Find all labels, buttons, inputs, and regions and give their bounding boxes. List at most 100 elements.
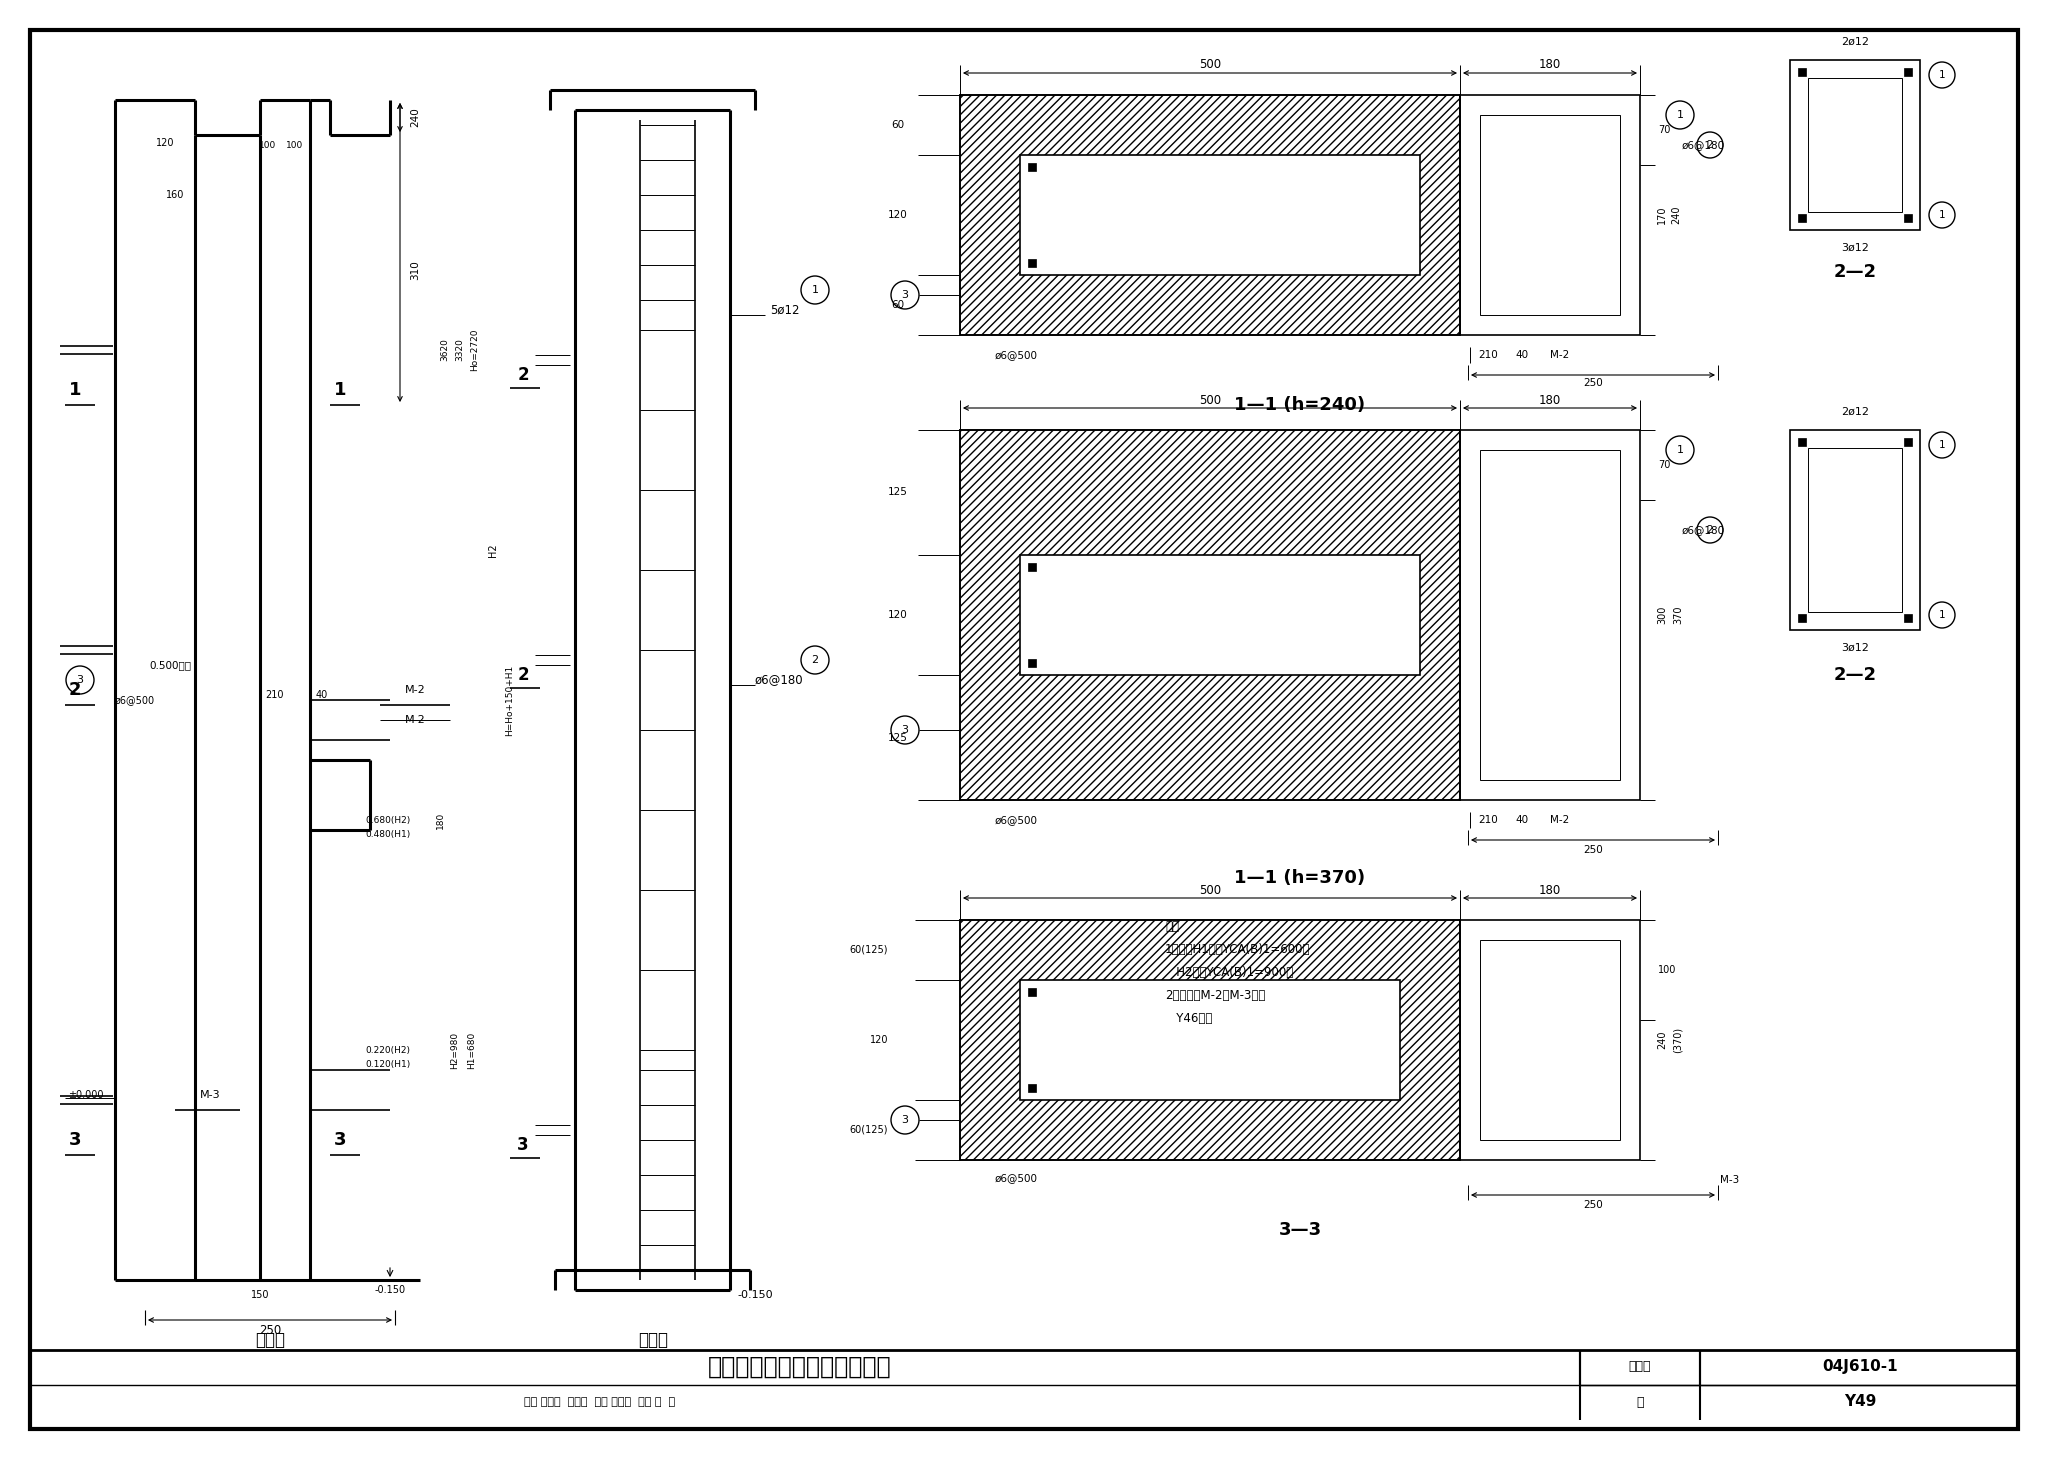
Text: 370: 370 <box>1673 605 1683 624</box>
Text: ø6@500: ø6@500 <box>995 1173 1038 1183</box>
Text: 250: 250 <box>1583 1199 1604 1210</box>
Bar <box>1798 438 1806 446</box>
Text: 180: 180 <box>436 811 444 829</box>
Bar <box>1460 95 1640 336</box>
Text: 60: 60 <box>891 120 905 130</box>
Text: 注：
1、图中H1用于YCA(B)1=600；
   H2用于YCA(B)1=900。
2、预埋件M-2、M-3详见
   Y46页。: 注： 1、图中H1用于YCA(B)1=600； H2用于YCA(B)1=900。… <box>1165 921 1311 1026</box>
Text: 3: 3 <box>901 1115 909 1125</box>
Bar <box>1028 988 1036 996</box>
Text: 500: 500 <box>1198 58 1221 71</box>
Text: 240: 240 <box>1657 1030 1667 1049</box>
Text: 门槛详图（高式变压器室门）: 门槛详图（高式变压器室门） <box>709 1355 891 1379</box>
Text: -0.150: -0.150 <box>737 1290 772 1300</box>
Text: 120: 120 <box>870 1034 889 1045</box>
Bar <box>1798 614 1806 622</box>
Text: 审核 王祖光  工沁光  校对 庞孝慈  设计 洪  森: 审核 王祖光 工沁光 校对 庞孝慈 设计 洪 森 <box>524 1398 676 1406</box>
Text: 180: 180 <box>1538 884 1561 896</box>
Text: 3620: 3620 <box>440 338 449 362</box>
Text: -0.150: -0.150 <box>375 1285 406 1296</box>
Text: ø6@180: ø6@180 <box>756 674 803 687</box>
Bar <box>1905 438 1913 446</box>
Bar <box>1798 214 1806 222</box>
Bar <box>1020 980 1401 1100</box>
Bar <box>1481 449 1620 781</box>
Text: Y49: Y49 <box>1843 1395 1876 1409</box>
Text: 1: 1 <box>811 285 819 295</box>
Text: 1: 1 <box>1677 445 1683 455</box>
Text: 250: 250 <box>1583 378 1604 388</box>
Bar <box>1460 430 1640 800</box>
Bar <box>1808 77 1903 212</box>
Text: 60(125): 60(125) <box>850 1125 889 1135</box>
Text: 3320: 3320 <box>455 338 465 362</box>
Text: 1—1 (h=240): 1—1 (h=240) <box>1235 395 1366 414</box>
Text: 2—2: 2—2 <box>1833 263 1876 282</box>
Bar <box>1460 921 1640 1160</box>
Text: 模板图: 模板图 <box>256 1331 285 1350</box>
Text: 0.220(H2): 0.220(H2) <box>365 1046 410 1055</box>
Text: 2: 2 <box>518 665 528 684</box>
Bar <box>1905 214 1913 222</box>
Text: 2: 2 <box>1706 525 1714 535</box>
Text: 500: 500 <box>1198 394 1221 407</box>
Text: 120: 120 <box>156 139 174 147</box>
Text: ø6@500: ø6@500 <box>995 350 1038 360</box>
Bar <box>1798 69 1806 76</box>
Bar <box>1028 163 1036 171</box>
Text: (370): (370) <box>1673 1027 1683 1053</box>
Text: 1: 1 <box>334 381 346 398</box>
Text: 70: 70 <box>1659 125 1671 136</box>
Text: 3: 3 <box>334 1131 346 1150</box>
Bar <box>961 430 1460 800</box>
Text: 120: 120 <box>889 210 907 220</box>
Text: 150: 150 <box>250 1290 268 1300</box>
Text: 125: 125 <box>889 487 907 498</box>
Text: ø6@500: ø6@500 <box>115 694 156 705</box>
Text: Ho=2720: Ho=2720 <box>471 328 479 371</box>
Bar <box>1790 430 1921 630</box>
Bar <box>1905 69 1913 76</box>
Text: H2=980: H2=980 <box>451 1032 459 1068</box>
Text: 2: 2 <box>1706 140 1714 150</box>
Text: 310: 310 <box>410 260 420 280</box>
Text: 2ø12: 2ø12 <box>1841 36 1870 47</box>
Text: M-2: M-2 <box>1550 816 1569 824</box>
Text: 60: 60 <box>891 301 905 309</box>
Text: 配筋图: 配筋图 <box>639 1331 668 1350</box>
Text: M-3: M-3 <box>1720 1174 1739 1185</box>
Text: 1: 1 <box>1939 610 1946 620</box>
Text: 180: 180 <box>1538 394 1561 407</box>
Text: 250: 250 <box>1583 845 1604 855</box>
Text: H2: H2 <box>487 543 498 557</box>
Text: 5ø12: 5ø12 <box>770 303 799 317</box>
Bar <box>1028 260 1036 267</box>
Text: 1—1 (h=370): 1—1 (h=370) <box>1235 870 1366 887</box>
Text: 图集号: 图集号 <box>1628 1360 1651 1373</box>
Text: 2: 2 <box>811 655 819 665</box>
Bar <box>1790 60 1921 231</box>
Bar <box>961 95 1460 336</box>
Text: ø6@500: ø6@500 <box>995 816 1038 824</box>
Text: 160: 160 <box>166 190 184 200</box>
Text: 250: 250 <box>258 1323 281 1336</box>
Text: 3: 3 <box>70 1131 82 1150</box>
Text: 125: 125 <box>889 732 907 743</box>
Bar <box>961 430 1460 800</box>
Text: 40: 40 <box>315 690 328 700</box>
Text: 240: 240 <box>1671 206 1681 225</box>
Text: H=Ho+150+H1: H=Ho+150+H1 <box>506 664 514 735</box>
Text: 300: 300 <box>1657 605 1667 624</box>
Text: M-2: M-2 <box>1550 350 1569 360</box>
Text: 3ø12: 3ø12 <box>1841 643 1870 654</box>
Text: 40: 40 <box>1516 816 1528 824</box>
Text: 1: 1 <box>1677 109 1683 120</box>
Text: 1: 1 <box>1939 210 1946 220</box>
Bar <box>1481 115 1620 315</box>
Text: 3: 3 <box>518 1137 528 1154</box>
Text: M-2: M-2 <box>406 684 426 694</box>
Text: ø6@180: ø6@180 <box>1681 525 1724 535</box>
Bar <box>1020 554 1419 676</box>
Text: 04J610-1: 04J610-1 <box>1823 1360 1898 1374</box>
Text: 0.680(H2): 0.680(H2) <box>365 816 410 824</box>
Bar <box>1905 614 1913 622</box>
